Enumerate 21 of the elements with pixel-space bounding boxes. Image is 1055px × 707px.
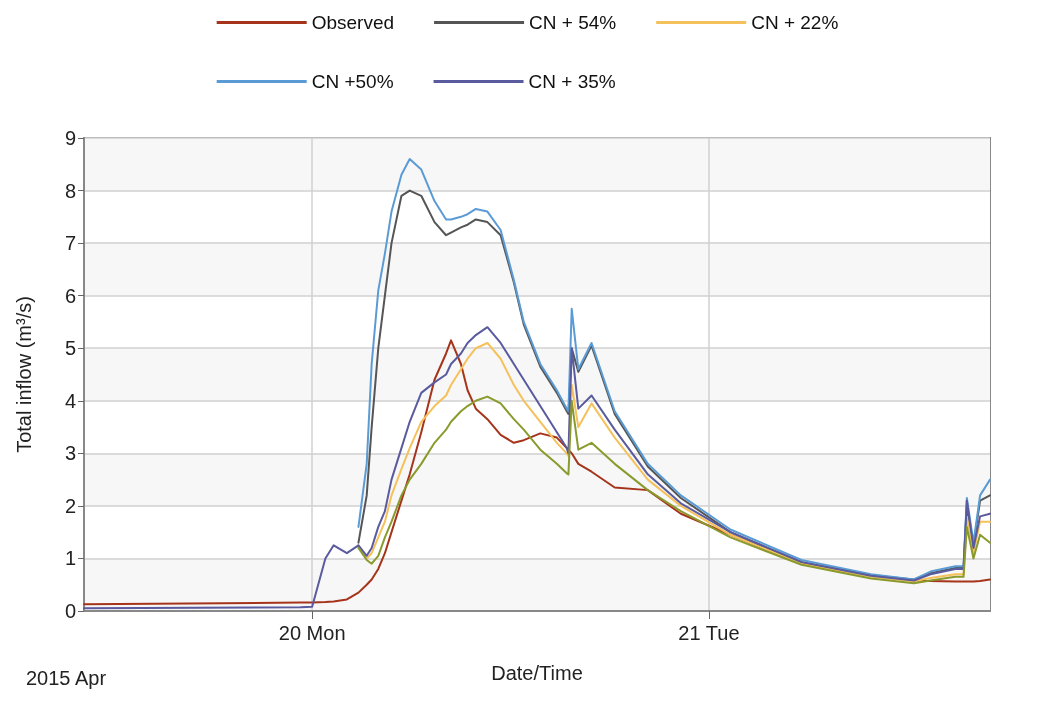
y-tick-label: 7 xyxy=(64,232,76,255)
x-axis-title: Date/Time xyxy=(491,662,583,684)
x-tick-label: 21 Tue xyxy=(678,622,740,644)
y-tick-label: 9 xyxy=(64,127,76,149)
x-tick-label: 20 Mon xyxy=(278,622,346,644)
y-tick-label: 8 xyxy=(64,179,76,202)
legend-label: Observed xyxy=(311,12,395,33)
y-axis-title: Total inflow (m³/s) xyxy=(13,296,35,453)
y-tick-label: 1 xyxy=(64,547,76,570)
legend-label: CN + 54% xyxy=(529,12,617,33)
legend-label: CN + 35% xyxy=(528,71,616,92)
y-tick-label: 0 xyxy=(64,600,76,622)
text: 2015 Apr xyxy=(26,667,107,689)
line-series xyxy=(357,395,991,585)
legend-label: CN +50% xyxy=(311,71,394,92)
y-tick-label: 2 xyxy=(64,494,76,517)
y-tick-label: 5 xyxy=(64,337,76,360)
y-tick-label: 6 xyxy=(64,284,76,307)
legend-label: CN + 22% xyxy=(751,12,839,33)
y-tick-label: 4 xyxy=(64,389,76,412)
y-tick-label: 3 xyxy=(64,442,76,465)
